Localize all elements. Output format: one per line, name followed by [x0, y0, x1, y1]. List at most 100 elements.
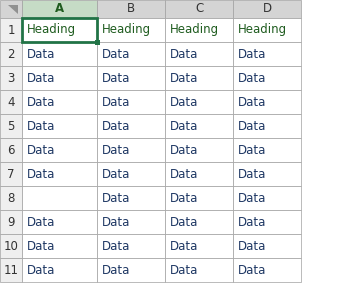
Bar — [97, 114, 165, 138]
Text: Data: Data — [27, 47, 55, 60]
Bar — [22, 138, 97, 162]
Bar — [22, 186, 97, 210]
Bar — [97, 234, 165, 258]
Bar — [22, 18, 97, 42]
Text: C: C — [195, 2, 203, 15]
Bar — [233, 18, 301, 42]
Text: Data: Data — [238, 144, 266, 156]
Text: Data: Data — [102, 144, 130, 156]
Bar — [22, 234, 97, 258]
Bar — [165, 186, 233, 210]
Bar — [165, 162, 233, 186]
Bar — [0, 114, 22, 138]
Text: Data: Data — [27, 144, 55, 156]
Bar — [0, 18, 22, 42]
Bar — [0, 186, 22, 210]
Text: Data: Data — [170, 167, 198, 181]
Bar — [233, 42, 301, 66]
Bar — [233, 90, 301, 114]
Text: 7: 7 — [7, 167, 15, 181]
Text: Data: Data — [170, 47, 198, 60]
Bar — [165, 210, 233, 234]
Text: Data: Data — [27, 119, 55, 133]
Bar — [233, 138, 301, 162]
Bar — [165, 42, 233, 66]
Bar — [233, 186, 301, 210]
Text: Data: Data — [102, 47, 130, 60]
Bar — [0, 42, 22, 66]
Text: Data: Data — [170, 72, 198, 85]
Bar — [97, 42, 165, 66]
Bar — [165, 66, 233, 90]
Text: Data: Data — [170, 144, 198, 156]
Bar — [0, 66, 22, 90]
Text: 11: 11 — [4, 263, 19, 277]
Text: Data: Data — [27, 240, 55, 252]
Bar — [97, 210, 165, 234]
Text: Data: Data — [238, 47, 266, 60]
Bar — [22, 0, 97, 18]
Text: Data: Data — [102, 192, 130, 204]
Bar — [97, 0, 165, 18]
Bar — [97, 186, 165, 210]
Bar — [165, 90, 233, 114]
Text: Data: Data — [27, 72, 55, 85]
Bar — [0, 90, 22, 114]
Bar — [0, 234, 22, 258]
Bar — [165, 234, 233, 258]
Bar — [0, 138, 22, 162]
Bar — [97, 66, 165, 90]
Bar — [22, 66, 97, 90]
Text: 8: 8 — [7, 192, 15, 204]
Text: Data: Data — [238, 167, 266, 181]
Text: Data: Data — [238, 95, 266, 108]
Text: Data: Data — [238, 215, 266, 229]
Text: Data: Data — [102, 119, 130, 133]
Text: Data: Data — [238, 72, 266, 85]
Text: Data: Data — [238, 192, 266, 204]
Text: Data: Data — [27, 215, 55, 229]
Text: Data: Data — [170, 240, 198, 252]
Bar — [233, 234, 301, 258]
Bar — [97, 162, 165, 186]
Text: Data: Data — [27, 95, 55, 108]
Bar — [233, 258, 301, 282]
Text: Data: Data — [102, 240, 130, 252]
Bar — [165, 0, 233, 18]
Text: Data: Data — [102, 263, 130, 277]
Bar — [233, 0, 301, 18]
Text: Heading: Heading — [238, 24, 287, 36]
Polygon shape — [8, 4, 18, 14]
Bar — [165, 138, 233, 162]
Text: 3: 3 — [7, 72, 15, 85]
Text: Data: Data — [238, 119, 266, 133]
Text: Data: Data — [27, 167, 55, 181]
Text: Data: Data — [238, 240, 266, 252]
Bar — [233, 162, 301, 186]
Bar — [233, 114, 301, 138]
Text: 6: 6 — [7, 144, 15, 156]
Bar — [94, 40, 99, 44]
Text: 1: 1 — [7, 24, 15, 36]
Text: Data: Data — [238, 263, 266, 277]
Bar — [97, 258, 165, 282]
Bar — [233, 66, 301, 90]
Text: Data: Data — [170, 95, 198, 108]
Bar — [22, 114, 97, 138]
Text: 5: 5 — [7, 119, 15, 133]
Bar — [0, 162, 22, 186]
Bar — [97, 138, 165, 162]
Bar — [233, 210, 301, 234]
Text: Data: Data — [170, 263, 198, 277]
Bar — [22, 42, 97, 66]
Text: Data: Data — [170, 119, 198, 133]
Bar — [0, 0, 22, 18]
Text: A: A — [55, 2, 64, 15]
Bar — [165, 258, 233, 282]
Text: Data: Data — [102, 95, 130, 108]
Bar — [165, 18, 233, 42]
Bar — [22, 258, 97, 282]
Text: Data: Data — [170, 192, 198, 204]
Text: 9: 9 — [7, 215, 15, 229]
Text: B: B — [127, 2, 135, 15]
